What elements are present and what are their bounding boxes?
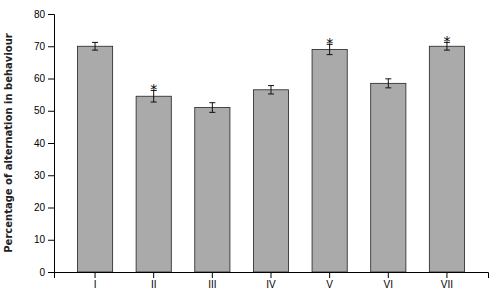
y-tick: 0 [39, 267, 54, 278]
y-tick-mark [48, 208, 54, 209]
x-tick: I [94, 272, 97, 290]
x-tick-mark [153, 272, 154, 278]
y-tick-label: 10 [34, 234, 46, 245]
y-tick: 70 [34, 41, 54, 52]
x-tick-mark [329, 272, 330, 278]
x-tick: V [326, 272, 333, 290]
x-tick-label: IV [266, 279, 276, 290]
y-axis: 0 10 20 30 40 50 60 70 80 [34, 9, 55, 278]
y-tick-label: 20 [34, 202, 46, 213]
x-tick: II [151, 272, 157, 290]
y-tick: 60 [34, 73, 54, 84]
bar [312, 49, 347, 272]
x-tick-label: V [326, 279, 333, 290]
x-tick-mark [388, 272, 389, 278]
y-tick: 40 [34, 138, 54, 149]
x-tick-mark [212, 272, 213, 278]
y-axis-line [48, 15, 55, 273]
y-tick: 50 [34, 105, 54, 116]
y-tick-label: 30 [34, 170, 46, 181]
bar [77, 46, 112, 272]
y-tick-label: 50 [34, 105, 46, 116]
x-tick-label: I [94, 279, 97, 290]
y-tick-mark [48, 79, 54, 80]
x-tick-mark [271, 272, 272, 278]
bar [136, 96, 171, 272]
x-tick: III [208, 272, 216, 290]
x-tick-label: III [208, 279, 216, 290]
y-tick-mark [48, 111, 54, 112]
y-tick-mark [48, 143, 54, 144]
annotation: * [150, 81, 157, 97]
y-tick-label: 40 [34, 138, 46, 149]
x-axis: IIIIIIIVVVIVII [55, 272, 489, 290]
y-tick-mark [48, 14, 54, 15]
error-bar [209, 103, 215, 113]
y-tick: 20 [34, 202, 54, 213]
bar [195, 108, 230, 272]
x-tick-label: VII [441, 279, 453, 290]
y-tick-mark [48, 46, 54, 47]
x-tick-mark [446, 272, 447, 278]
bar [371, 83, 406, 272]
y-tick-label: 80 [34, 9, 46, 20]
x-tick: VII [441, 272, 453, 290]
y-tick-label: 70 [34, 41, 46, 52]
y-tick-label: 60 [34, 73, 46, 84]
annotation: * [326, 35, 333, 51]
bar [253, 90, 288, 272]
annotations: * * * [150, 33, 450, 97]
error-bar [268, 86, 274, 94]
y-tick: 80 [34, 9, 54, 20]
error-bar [92, 42, 98, 50]
chart: 01020304050607080IIIIIIIVVVIVIIPercentag… [0, 0, 500, 298]
x-tick: VI [384, 272, 393, 290]
annotation: * [443, 33, 450, 49]
y-tick-mark [48, 272, 54, 273]
y-tick: 10 [34, 234, 54, 245]
x-tick-label: II [151, 279, 157, 290]
x-tick-label: VI [384, 279, 393, 290]
marks [77, 42, 464, 272]
bar [429, 46, 464, 272]
plot: 01020304050607080IIIIIIIVVVIVIIPercentag… [3, 9, 489, 290]
x-axis-line [55, 273, 489, 279]
y-tick-mark [48, 175, 54, 176]
x-tick-mark [95, 272, 96, 278]
x-tick: IV [266, 272, 276, 290]
y-axis-title: Percentage of alternation in behaviour [3, 33, 14, 253]
error-bar [385, 79, 391, 88]
y-tick-label: 0 [39, 267, 45, 278]
y-tick: 30 [34, 170, 54, 181]
y-tick-mark [48, 240, 54, 241]
